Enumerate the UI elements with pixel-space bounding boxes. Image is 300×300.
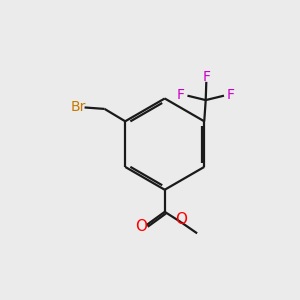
- Text: F: F: [202, 70, 211, 83]
- Text: O: O: [176, 212, 188, 227]
- Text: O: O: [135, 219, 147, 234]
- Text: F: F: [226, 88, 235, 102]
- Text: Br: Br: [70, 100, 86, 114]
- Text: F: F: [177, 88, 185, 102]
